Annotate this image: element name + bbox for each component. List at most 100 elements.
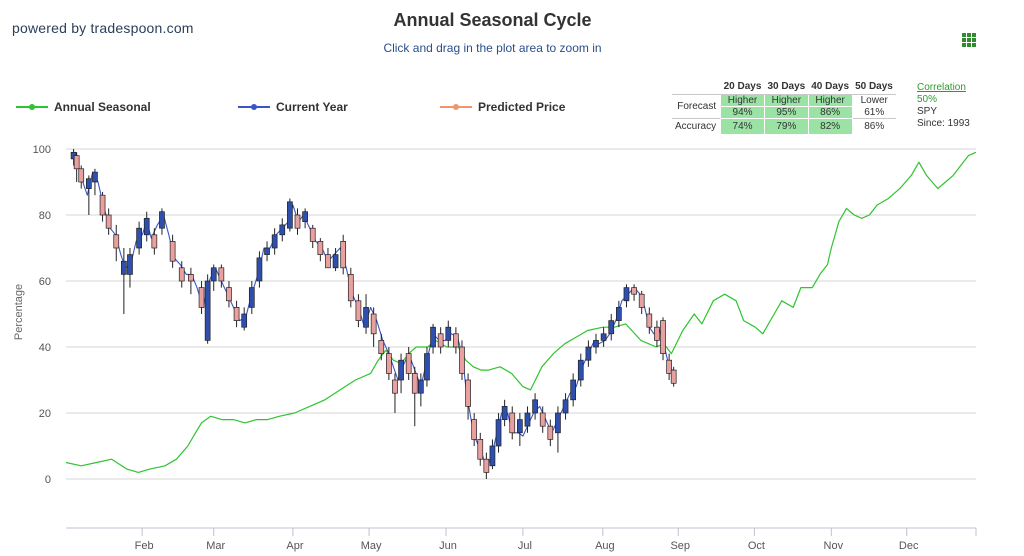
chart-title: Annual Seasonal Cycle	[393, 10, 592, 30]
candle-body	[509, 412, 516, 434]
candle-body	[233, 307, 240, 321]
candle-body	[593, 340, 599, 348]
candle-body	[340, 241, 347, 269]
y-tick-label: 20	[39, 408, 51, 420]
candle-body	[143, 217, 150, 236]
x-tick-label: Jul	[518, 540, 532, 552]
correlation-panel: Correlation 50% SPY Since: 1993	[917, 82, 970, 130]
candle-body	[317, 241, 324, 255]
legend-label: Current Year	[276, 100, 348, 114]
candle-body	[660, 320, 666, 354]
candle-body	[471, 419, 478, 440]
candle-body	[241, 313, 248, 328]
y-tick-label: 60	[39, 276, 51, 288]
candle-body	[562, 399, 569, 414]
x-tick-label: Oct	[748, 540, 765, 552]
x-tick-label: Sep	[670, 540, 690, 552]
x-tick-label: Dec	[899, 540, 919, 552]
candle-body	[113, 234, 120, 249]
candle-body	[85, 178, 92, 189]
candle-body	[465, 379, 471, 407]
forecast-direction: Lower	[851, 94, 896, 107]
x-tick-label: Nov	[824, 540, 844, 552]
candle-body	[411, 373, 418, 394]
candle-body	[188, 274, 194, 282]
legend-label: Annual Seasonal	[54, 100, 151, 114]
candle-body	[136, 227, 142, 249]
candle-body	[121, 260, 127, 275]
candle-body	[547, 425, 554, 440]
y-axis-title: Percentage	[13, 284, 25, 340]
candle-body	[501, 406, 508, 420]
candle-body	[363, 307, 369, 328]
candle-body	[631, 287, 637, 295]
legend-symbol-icon	[16, 102, 48, 112]
candle-body	[539, 412, 546, 427]
accuracy-row-label: Accuracy	[672, 118, 721, 135]
forecast-probability: 61%	[851, 106, 896, 119]
candle-body	[159, 211, 165, 229]
candle-body	[430, 326, 436, 348]
accuracy-value: 79%	[763, 118, 809, 135]
candle-body	[325, 254, 331, 269]
candle-body	[198, 287, 205, 308]
candle-body	[332, 254, 339, 269]
annual-seasonal-line	[65, 151, 977, 473]
candle-body	[99, 194, 106, 216]
candle-body	[608, 320, 615, 335]
candle-body	[638, 293, 645, 308]
correlation-link[interactable]: Correlation	[917, 82, 966, 93]
candle-body	[264, 247, 270, 255]
candle-body	[73, 155, 80, 170]
candle-body	[646, 313, 653, 328]
candle-body	[78, 168, 85, 183]
ticker-label: SPY	[917, 106, 938, 117]
candle-body	[670, 369, 677, 384]
candle-body	[105, 214, 112, 229]
candle-body	[577, 359, 584, 381]
candle-body	[445, 326, 452, 341]
candle-body	[271, 234, 278, 249]
candle-body	[459, 346, 465, 374]
y-tick-label: 80	[39, 210, 51, 222]
legend-item-current-year[interactable]: Current Year	[238, 99, 348, 115]
candle-body	[178, 267, 185, 282]
legend-symbol-icon	[440, 102, 472, 112]
candle-body	[248, 287, 255, 308]
candle-body	[654, 326, 660, 341]
candle-body	[392, 379, 398, 394]
candle-body	[585, 346, 592, 361]
candle-body	[524, 412, 531, 427]
candle-body	[309, 227, 316, 242]
candle-body	[477, 439, 484, 460]
x-tick-label: Jun	[439, 540, 457, 552]
legend-item-annual-seasonal[interactable]: Annual Seasonal	[16, 99, 151, 115]
legend-item-predicted-price[interactable]: Predicted Price	[440, 99, 565, 115]
candle-body	[600, 333, 607, 341]
brand-text[interactable]: powered by tradespoon.com	[12, 20, 194, 36]
accuracy-value: 74%	[720, 118, 765, 135]
export-menu-icon[interactable]	[962, 33, 976, 47]
candle-body	[517, 419, 523, 434]
accuracy-value: 86%	[851, 118, 896, 135]
accuracy-value: 82%	[807, 118, 853, 135]
candle-body	[378, 340, 385, 354]
x-tick-label: Apr	[286, 540, 303, 552]
candle-body	[483, 458, 490, 473]
candle-body	[169, 241, 176, 262]
candle-body	[294, 214, 301, 229]
candle-body	[279, 224, 286, 236]
forecast-probability: 95%	[763, 106, 809, 119]
candle-body	[489, 445, 496, 467]
candle-body	[210, 267, 217, 282]
candle-body	[302, 211, 308, 222]
candle-body	[127, 254, 133, 275]
candle-body	[386, 353, 392, 374]
candle-body	[256, 257, 263, 282]
candle-body	[151, 234, 158, 249]
forecast-row-label: Forecast	[677, 101, 717, 112]
candle-body	[437, 333, 444, 348]
candle-body	[495, 419, 502, 447]
candle-body	[532, 399, 538, 414]
